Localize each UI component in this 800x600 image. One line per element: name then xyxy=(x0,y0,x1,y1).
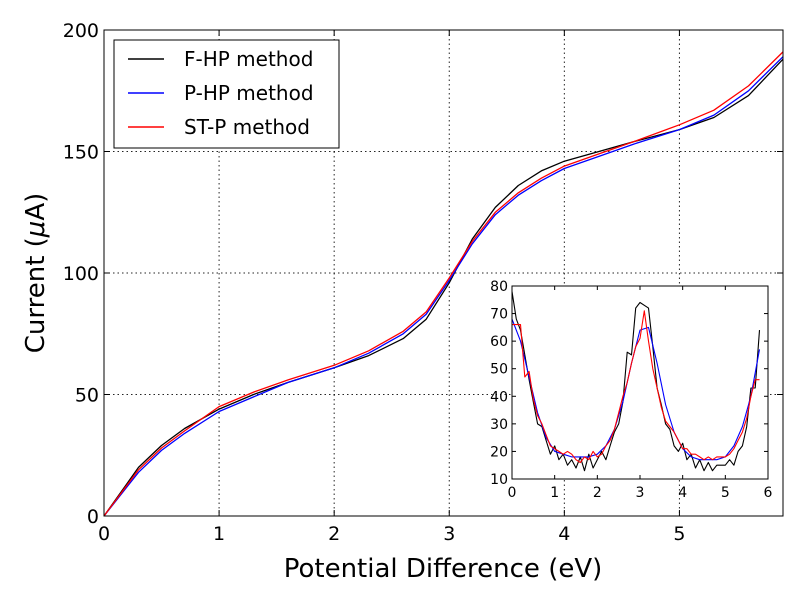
inset-series-st-p-method xyxy=(512,310,760,464)
main-y-tick-label: 0 xyxy=(87,506,99,528)
inset-x-tick-label: 3 xyxy=(636,485,645,501)
inset-x-tick-label: 6 xyxy=(764,485,773,501)
main-series-f-hp-method xyxy=(103,58,784,517)
inset-series-group xyxy=(511,291,761,472)
inset-x-tick-label: 5 xyxy=(721,485,730,501)
legend-box xyxy=(113,39,340,149)
main-y-tick-labels: 0 50 100 150 200 xyxy=(63,20,99,528)
inset-x-tick-label: 1 xyxy=(550,485,559,501)
inset-y-tick-label: 60 xyxy=(490,334,508,350)
inset-x-tick-label: 4 xyxy=(678,485,687,501)
y-axis-label-mu: μ xyxy=(21,221,51,239)
main-series-group xyxy=(103,51,784,517)
main-x-tick-label: 0 xyxy=(98,523,110,545)
main-ticks xyxy=(103,29,783,517)
inset-y-tick-label: 10 xyxy=(490,472,508,488)
legend: F-HP method P-HP method ST-P method xyxy=(113,39,340,149)
inset-x-tick-label: 2 xyxy=(593,485,602,501)
y-axis-label-suffix: A) xyxy=(21,193,51,221)
inset-y-tick-label: 20 xyxy=(490,444,508,460)
legend-label-p-hp: P-HP method xyxy=(184,81,314,105)
main-series-st-p-method xyxy=(103,51,784,517)
main-x-tick-label: 4 xyxy=(558,523,570,545)
inset-x-tick-labels: 0 1 2 3 4 5 6 xyxy=(508,485,773,501)
y-axis-label-prefix: Current ( xyxy=(21,237,51,353)
inset-y-tick-labels: 10 20 30 40 50 60 70 80 xyxy=(490,279,508,488)
y-axis-label: Current (μA) xyxy=(21,193,51,354)
inset-y-tick-label: 40 xyxy=(490,389,508,405)
legend-label-f-hp: F-HP method xyxy=(184,47,313,71)
main-x-tick-labels: 0 1 2 3 4 5 xyxy=(98,523,686,545)
legend-label-st-p: ST-P method xyxy=(184,115,310,139)
inset-plot: 0 1 2 3 4 5 6 10 20 30 40 50 60 70 80 xyxy=(490,279,772,501)
main-x-tick-label: 5 xyxy=(673,523,685,545)
main-y-tick-label: 100 xyxy=(63,263,99,285)
inset-y-tick-label: 80 xyxy=(490,279,508,295)
inset-ticks xyxy=(511,285,769,480)
main-y-tick-label: 50 xyxy=(75,385,99,407)
inset-background xyxy=(512,286,768,479)
inset-y-tick-label: 70 xyxy=(490,307,508,323)
main-y-tick-label: 150 xyxy=(63,142,99,164)
main-x-tick-label: 1 xyxy=(213,523,225,545)
inset-y-tick-label: 50 xyxy=(490,362,508,378)
main-series-p-hp-method xyxy=(103,56,784,517)
x-axis-label: Potential Difference (eV) xyxy=(284,554,603,584)
main-x-tick-label: 3 xyxy=(443,523,455,545)
main-y-tick-label: 200 xyxy=(63,20,99,42)
main-x-tick-label: 2 xyxy=(328,523,340,545)
inset-y-tick-label: 30 xyxy=(490,417,508,433)
inset-x-tick-label: 0 xyxy=(508,485,517,501)
